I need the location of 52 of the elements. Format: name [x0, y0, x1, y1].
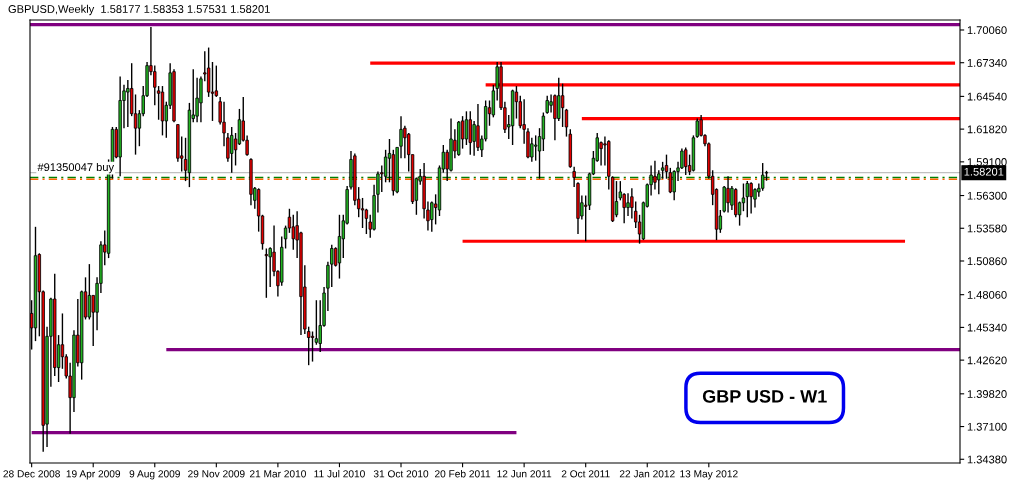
y-tick-label: 1.70060 [967, 26, 1007, 35]
x-tick-label: 22 Jan 2012 [619, 470, 675, 478]
candlestick [684, 146, 688, 176]
y-tick-label: 1.34380 [967, 455, 1007, 464]
candlestick [745, 180, 749, 218]
y-tick-label: 1.67340 [967, 58, 1007, 67]
candlestick [695, 117, 699, 139]
candlestick [230, 126, 234, 174]
candlestick [749, 181, 753, 215]
y-tick-label: 1.56300 [967, 191, 1007, 200]
candlestick [560, 82, 565, 128]
y-tick-label: 1.42620 [967, 356, 1007, 365]
x-tick-label: 19 Apr 2009 [66, 470, 121, 480]
x-tick-label: 28 Dec 2008 [3, 470, 60, 478]
y-tick-label: 1.50860 [967, 257, 1007, 266]
x-tick-label: 21 Mar 2010 [249, 470, 306, 478]
candlestick [741, 182, 746, 212]
x-tick-label: 2 Oct 2011 [561, 470, 610, 478]
y-tick-label: 1.39820 [967, 390, 1007, 398]
candlestick [533, 134, 538, 162]
x-tick-label: 9 Aug 2009 [129, 470, 180, 480]
candlestick [126, 79, 130, 128]
candlestick [360, 197, 365, 229]
candlestick [468, 110, 472, 156]
candlestick [210, 61, 215, 122]
candlestick [599, 140, 603, 167]
candlestick [626, 192, 630, 217]
candlestick [545, 94, 549, 115]
y-tick-label: 1.61820 [967, 125, 1007, 134]
x-tick-label: 11 Jul 2010 [314, 469, 365, 478]
ref-line-label: 1.58201 [964, 167, 1004, 176]
candlestick [726, 175, 730, 214]
y-tick-label: 1.48060 [967, 290, 1007, 299]
y-tick-label: 1.37100 [967, 422, 1007, 431]
candlestick [653, 159, 657, 191]
candlestick [464, 110, 469, 146]
candlestick [87, 263, 92, 321]
y-tick-label: 1.45340 [967, 323, 1007, 332]
x-tick-label: 12 Jun 2011 [497, 470, 552, 478]
y-tick-label: 1.53580 [967, 224, 1007, 233]
x-tick-label: 20 Feb 2011 [434, 469, 491, 478]
candlestick [264, 247, 269, 299]
x-tick-label: 31 Oct 2010 [373, 470, 429, 478]
ref-line-label: #91350047 buy [37, 162, 115, 174]
candlestick [553, 93, 557, 141]
candlestick [310, 330, 315, 363]
x-tick-label: 13 May 2012 [680, 470, 738, 480]
x-tick-label: 29 Nov 2009 [188, 470, 245, 478]
y-tick-label: 1.64540 [967, 92, 1007, 101]
y-tick-label: 1.59100 [967, 158, 1007, 166]
annotation: GBP USD - W1 [702, 389, 827, 403]
chart-title: GBPUSD,Weekly 1.58177 1.58353 1.57531 1.58201 [8, 4, 270, 16]
